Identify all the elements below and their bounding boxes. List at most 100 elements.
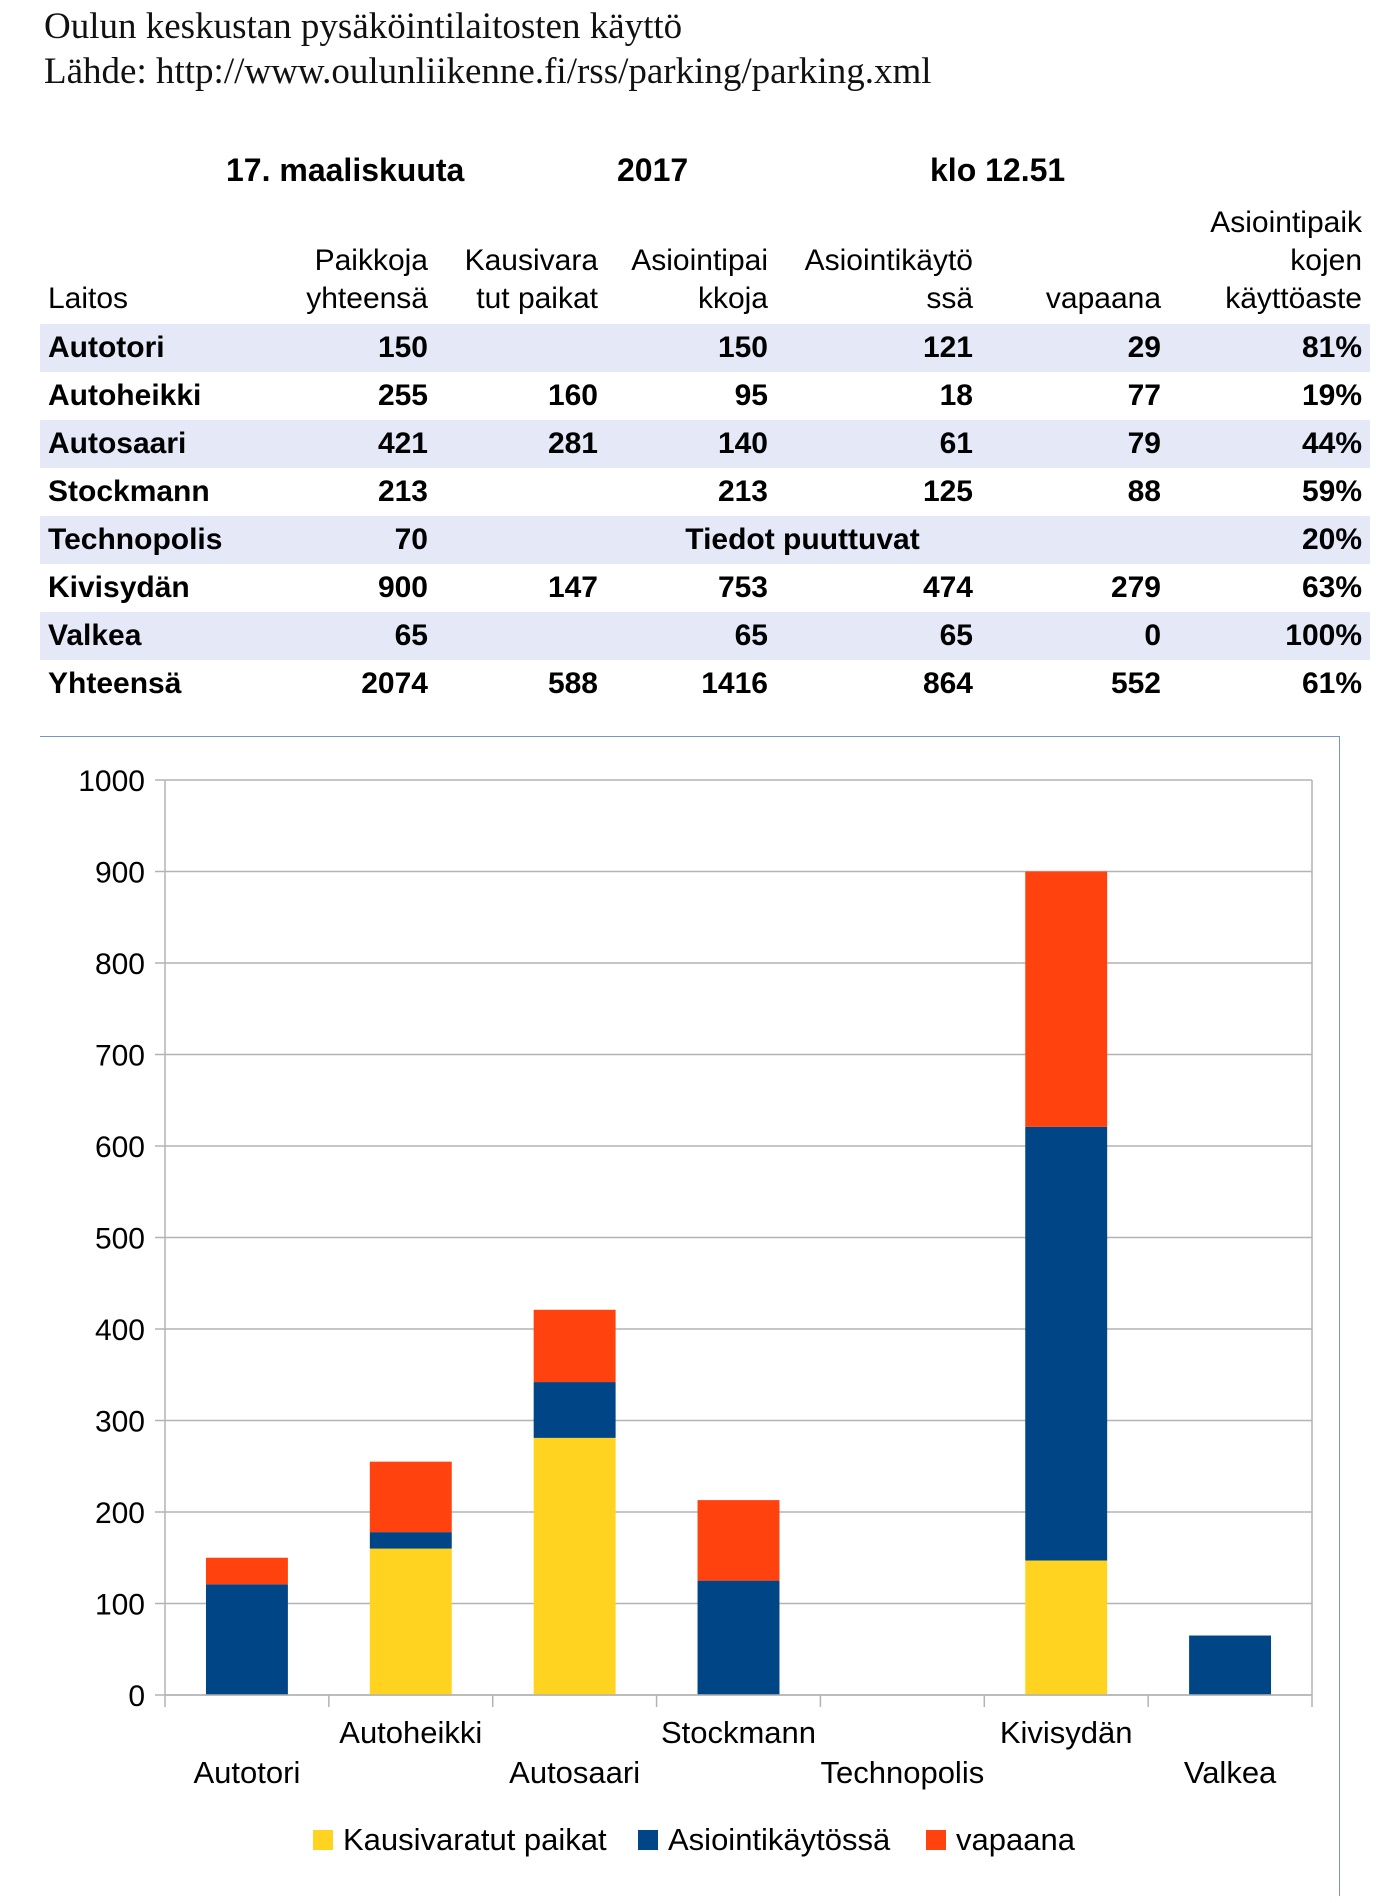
column-header-kayttoaste: Asiointipaik kojen käyttöaste xyxy=(1169,204,1370,324)
column-header-kausivaratut-paikat: Kausivara tut paikat xyxy=(436,204,606,324)
parking-table: Laitos Paikkoja yhteensä Kausivara tut paika… xyxy=(40,204,1370,708)
cell-total: 900 xyxy=(377,571,428,604)
cell-total: 2074 xyxy=(361,667,428,700)
cell-in-use: 65 xyxy=(776,612,981,660)
year-label: 2017 xyxy=(617,152,689,188)
cell-laitos: Autotori xyxy=(40,324,266,372)
cell-kayttoaste: 100% xyxy=(1169,612,1370,660)
x-category-label: Stockmann xyxy=(661,1715,816,1750)
cell-free: 0 xyxy=(981,612,1169,660)
cell-seasonal: 281 xyxy=(436,420,606,468)
cell-laitos: Valkea xyxy=(40,612,266,660)
table-row: Stockmann 213 213 125 88 59% xyxy=(40,468,1370,516)
cell-free: 552 xyxy=(1110,667,1161,700)
y-tick-label: 500 xyxy=(95,1223,145,1256)
table-row: Autotori 150 150 121 29 81% xyxy=(40,324,1370,372)
y-tick-label: 300 xyxy=(95,1406,145,1439)
table-body: Autotori 150 150 121 29 81% Autoheikki 255 160 95… xyxy=(40,324,1370,708)
x-category-label: Kivisydän xyxy=(1000,1715,1133,1750)
cell-business: 753 xyxy=(717,571,768,604)
cell-kayttoaste: 59% xyxy=(1301,475,1362,508)
cell-laitos: Kivisydän xyxy=(48,571,190,604)
cell-free: 88 xyxy=(1127,475,1161,508)
column-header-asiointikaytossa: Asiointikäytö ssä xyxy=(776,204,981,324)
bar-segment xyxy=(697,1580,780,1695)
cell-in-use: 121 xyxy=(776,324,981,372)
bar-segment xyxy=(533,1437,616,1695)
legend-label: Asiointikäytössä xyxy=(668,1822,891,1857)
y-tick-label: 100 xyxy=(95,1589,145,1622)
column-header-line: Asiointipaik xyxy=(1210,206,1362,239)
bar-segment xyxy=(369,1461,452,1533)
y-tick-label: 200 xyxy=(95,1497,145,1530)
legend-label: vapaana xyxy=(956,1822,1076,1857)
cell-free: 79 xyxy=(981,420,1169,468)
cell-in-use: 18 xyxy=(939,379,973,412)
bar-segment xyxy=(1025,1126,1108,1561)
cell-laitos: Yhteensä xyxy=(48,667,182,700)
cell-total: 255 xyxy=(377,379,428,412)
bar-segment xyxy=(1025,871,1108,1127)
column-header-line: kojen xyxy=(1290,244,1362,277)
cell-total: 213 xyxy=(377,475,428,508)
cell-free: 279 xyxy=(1110,571,1161,604)
cell-business: 140 xyxy=(606,420,776,468)
header: Oulun keskustan pysäköintilaitosten käyt… xyxy=(44,4,932,94)
column-header-line: Asiointikäytö xyxy=(804,244,973,277)
legend-swatch xyxy=(638,1830,658,1850)
bar-segment xyxy=(369,1532,452,1549)
legend-swatch xyxy=(926,1830,946,1850)
table-row: Autosaari 421 281 140 61 79 44% xyxy=(40,420,1370,468)
cell-laitos: Autosaari xyxy=(40,420,266,468)
cell-seasonal: 160 xyxy=(547,379,598,412)
cell-kayttoaste: 19% xyxy=(1301,379,1362,412)
bar-segment xyxy=(533,1382,616,1438)
cell-laitos: Autoheikki xyxy=(48,379,202,412)
column-header-line: Kausivara xyxy=(464,244,598,277)
cell-in-use: 125 xyxy=(922,475,973,508)
x-category-label: Autotori xyxy=(194,1755,301,1790)
table-row: Autoheikki 255 160 95 18 77 19% xyxy=(40,372,1370,420)
column-header-asiointipaikkoja: Asiointipai kkoja xyxy=(606,204,776,324)
column-header-line: yhteensä xyxy=(306,282,428,315)
column-header-vapaana: vapaana xyxy=(981,204,1169,324)
table-row: Yhteensä 2074 588 1416 864 552 61% xyxy=(40,660,1370,708)
y-tick-label: 700 xyxy=(95,1040,145,1073)
table-row: Technopolis 70 Tiedot puuttuvat 20% xyxy=(40,516,1370,564)
bar-segment xyxy=(205,1557,288,1585)
cell-seasonal xyxy=(436,612,606,660)
time-label: klo 12.51 xyxy=(930,152,1066,188)
bar-segment xyxy=(697,1500,780,1581)
cell-total: 421 xyxy=(266,420,436,468)
cell-kayttoaste: 44% xyxy=(1169,420,1370,468)
bar-segment xyxy=(205,1584,288,1695)
bar-segment xyxy=(1189,1635,1272,1695)
bar-segment xyxy=(533,1309,616,1383)
cell-paikkoja-yhteensa: 70 xyxy=(266,516,436,564)
source-line: Lähde: http://www.oulunliikenne.fi/rss/p… xyxy=(44,51,932,92)
table-row: Valkea 65 65 65 0 100% xyxy=(40,612,1370,660)
x-category-label: Technopolis xyxy=(820,1755,984,1790)
cell-total: 150 xyxy=(266,324,436,372)
x-category-label: Valkea xyxy=(1184,1755,1277,1790)
cell-business: 213 xyxy=(717,475,768,508)
cell-kayttoaste: 81% xyxy=(1169,324,1370,372)
column-header-line: tut paikat xyxy=(476,282,598,315)
date-label: 17. maaliskuuta xyxy=(226,152,465,188)
cell-business: 1416 xyxy=(701,667,768,700)
y-tick-label: 800 xyxy=(95,948,145,981)
column-header-line: Laitos xyxy=(48,282,129,315)
y-tick-label: 1000 xyxy=(78,765,145,798)
column-header-line: vapaana xyxy=(1045,282,1161,315)
cell-in-use: 864 xyxy=(922,667,973,700)
cell-business: 150 xyxy=(606,324,776,372)
cell-free: 77 xyxy=(1127,379,1161,412)
legend-swatch xyxy=(313,1830,333,1850)
y-tick-label: 900 xyxy=(95,857,145,890)
column-header-laitos: Laitos xyxy=(40,204,266,324)
y-tick-label: 0 xyxy=(128,1680,145,1713)
bar-segment xyxy=(369,1548,452,1695)
y-tick-label: 600 xyxy=(95,1131,145,1164)
page-title: Oulun keskustan pysäköintilaitosten käyt… xyxy=(44,6,683,47)
